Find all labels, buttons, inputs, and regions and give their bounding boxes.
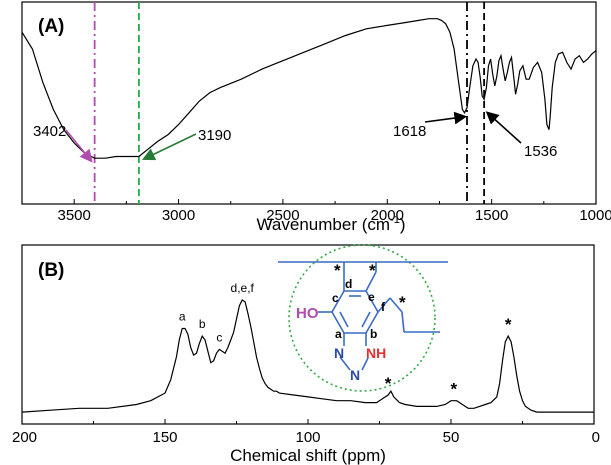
panel-b-tick-label-200: 200 xyxy=(12,429,37,446)
panel-a-spectrum-line xyxy=(21,18,597,159)
inset-ho-label: HO xyxy=(296,305,319,322)
inset-nh-label: NH xyxy=(366,345,386,361)
panel-b-tick-label-0: 0 xyxy=(592,429,600,446)
panel-b-label: (B) xyxy=(38,260,64,281)
inset-atom-b: b xyxy=(370,327,377,341)
panel-a-frame xyxy=(21,1,597,205)
annotation-1618: 1618 xyxy=(393,123,426,140)
inset-atom-a: a xyxy=(335,327,342,341)
panel-a-reference-lines xyxy=(93,2,486,204)
panel-b-spectrum-line xyxy=(21,299,594,413)
panel-b-x-ticks: 200 150 100 50 0 xyxy=(12,419,600,446)
arrow-3190 xyxy=(142,133,197,161)
annotation-3190: 3190 xyxy=(198,127,231,144)
peak-label-6: * xyxy=(505,315,512,334)
annotation-3402: 3402 xyxy=(33,123,66,140)
inset-atom-c: c xyxy=(332,291,339,305)
peak-label-0: a xyxy=(179,310,186,324)
structure-bonds xyxy=(278,261,448,371)
peak-label-1: b xyxy=(199,317,206,331)
arrow-1536 xyxy=(485,111,522,144)
panel-a: (A) 3500 3000 2500 2000 1500 1000 3402 3190 1… xyxy=(21,1,611,234)
peak-label-2: c xyxy=(216,330,222,344)
peak-label-5: * xyxy=(451,380,458,399)
panel-a-label: (A) xyxy=(38,16,64,37)
panel-b-tick-label-100: 100 xyxy=(295,429,320,446)
inset-star-1: * xyxy=(334,261,341,280)
panel-a-tick-label-1500: 1500 xyxy=(475,207,508,224)
inset-n1-label: N xyxy=(334,345,344,361)
arrow-1618 xyxy=(424,111,468,125)
inset-atom-f: f xyxy=(381,300,386,314)
panel-b-tick-label-50: 50 xyxy=(443,429,460,446)
panel-a-tick-label-1000: 1000 xyxy=(579,207,611,224)
peak-label-3: d,e,f xyxy=(231,281,255,295)
panel-b-tick-label-150: 150 xyxy=(152,429,177,446)
panel-a-x-axis-title: Wavenumber (cm-1) xyxy=(257,214,406,234)
inset-n2-label: N xyxy=(350,367,360,383)
inset-atom-e: e xyxy=(368,290,375,304)
annotation-1536: 1536 xyxy=(524,143,557,160)
inset-star-3: * xyxy=(399,293,406,312)
inset-atom-d: d xyxy=(345,277,352,291)
peak-label-4: * xyxy=(385,374,392,393)
inset-star-2: * xyxy=(369,261,376,280)
panel-a-tick-label-2000: 2000 xyxy=(371,207,404,224)
panel-a-tick-label-3500: 3500 xyxy=(57,207,90,224)
panel-a-tick-label-2500: 2500 xyxy=(266,207,299,224)
panel-b-x-axis-title: Chemical shift (ppm) xyxy=(230,446,386,465)
inset-dotted-circle xyxy=(288,244,436,392)
arrow-3402 xyxy=(65,129,93,163)
panel-a-tick-label-3000: 3000 xyxy=(162,207,195,224)
panel-a-x-ticks: 3500 3000 2500 2000 1500 1000 xyxy=(21,199,611,224)
structure-inset: HO c d e f a b * * * N N NH xyxy=(278,244,448,392)
